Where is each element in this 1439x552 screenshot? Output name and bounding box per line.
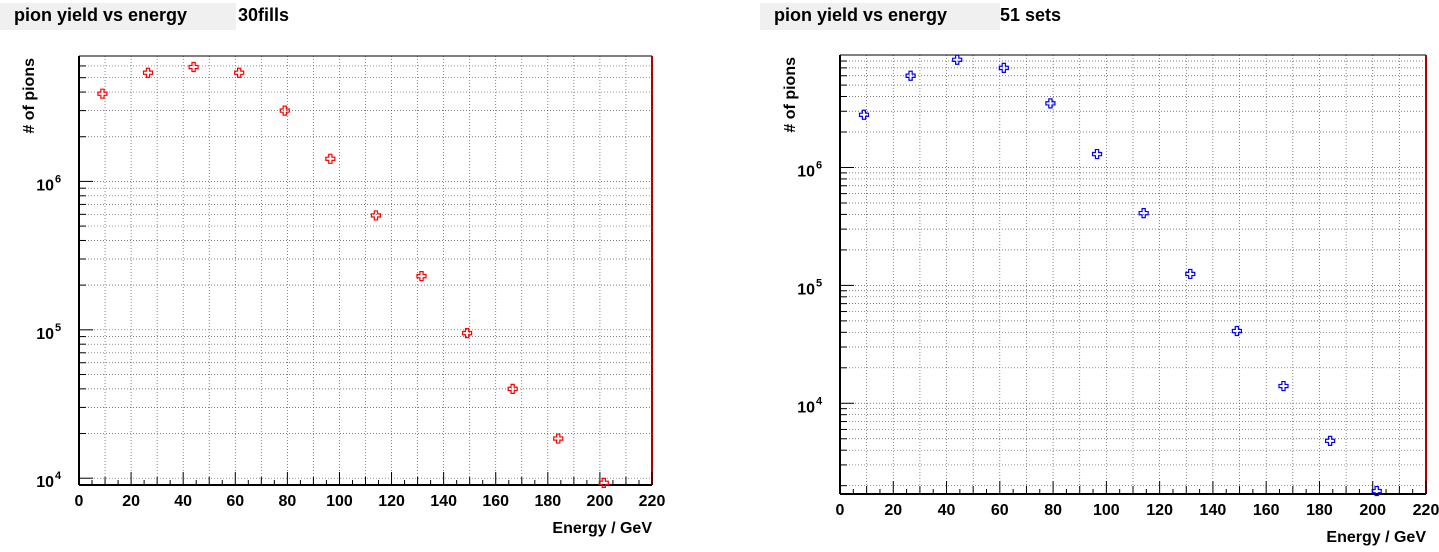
y-tick-label-base: 10	[36, 177, 54, 194]
chart-title-box	[0, 3, 236, 30]
x-tick-label: 180	[1306, 502, 1333, 519]
x-tick-label: 160	[1253, 502, 1280, 519]
y-tick-label-exponent: 4	[55, 470, 62, 482]
x-tick-label: 160	[482, 493, 509, 510]
y-tick-label-base: 10	[36, 474, 54, 491]
chart-title-extra: 30fills	[238, 5, 290, 25]
y-tick-label-exponent: 6	[816, 159, 822, 171]
chart-title: pion yield vs energy	[14, 5, 188, 25]
x-tick-label: 120	[378, 493, 405, 510]
data-point	[952, 54, 963, 65]
data-point	[416, 271, 427, 282]
y-tick-label-base: 10	[797, 163, 815, 180]
x-tick-label: 40	[174, 493, 192, 510]
data-point	[188, 61, 199, 73]
x-tick-label: 140	[1200, 502, 1227, 519]
y-tick-label-base: 10	[797, 399, 815, 416]
x-tick-label: 200	[1359, 502, 1386, 519]
data-point	[1091, 148, 1103, 160]
y-axis-label: # of pions	[782, 57, 799, 133]
data-point	[553, 433, 564, 444]
y-tick-label-exponent: 5	[816, 277, 822, 289]
data-point	[1231, 325, 1242, 337]
data-point	[325, 153, 336, 164]
x-tick-label: 0	[75, 493, 84, 510]
data-point	[1278, 380, 1289, 392]
y-tick-label: 10 4	[36, 470, 62, 491]
chart-title-box	[760, 3, 1000, 30]
data-point	[1138, 208, 1149, 219]
x-tick-label: 80	[278, 493, 296, 510]
x-tick-label: 80	[1044, 502, 1062, 519]
chart-title: pion yield vs energy	[774, 5, 948, 25]
x-tick-label: 200	[587, 493, 614, 510]
y-tick-label: 10 6	[797, 159, 822, 180]
data-point	[1045, 98, 1056, 109]
x-tick-label: 40	[938, 502, 956, 519]
data-series	[858, 54, 1382, 497]
y-tick-label-base: 10	[36, 326, 54, 343]
data-point	[507, 383, 518, 394]
data-point	[142, 67, 154, 78]
x-tick-label: 20	[884, 502, 902, 519]
data-series	[97, 61, 609, 488]
y-tick-label-base: 10	[797, 281, 815, 298]
data-point	[1185, 268, 1196, 280]
x-tick-label: 140	[430, 493, 457, 510]
data-point	[370, 210, 382, 221]
grid	[840, 55, 1426, 494]
y-tick-label: 10 5	[36, 322, 61, 343]
chart-panel-left: pion yield vs energy 30fills 0 20 40 60 80 10…	[0, 0, 700, 552]
x-tick-label: 180	[534, 493, 561, 510]
data-point	[279, 105, 290, 116]
x-tick-label: 100	[1093, 502, 1120, 519]
x-tick-label: 0	[836, 502, 845, 519]
data-point	[234, 67, 245, 78]
data-point	[598, 477, 609, 488]
data-point	[1325, 435, 1336, 446]
y-tick-label: 10 4	[797, 395, 823, 416]
y-tick-label-exponent: 5	[55, 322, 61, 334]
x-tick-label: 20	[122, 493, 140, 510]
data-point	[858, 109, 870, 120]
x-tick-label: 220	[1413, 502, 1439, 519]
x-axis-label: Energy / GeV	[1326, 529, 1426, 546]
y-tick-label-exponent: 4	[816, 395, 823, 407]
y-tick-label: 10 5	[797, 277, 822, 298]
x-tick-label: 100	[326, 493, 353, 510]
x-tick-label: 60	[226, 493, 244, 510]
y-axis-label: # of pions	[21, 58, 38, 134]
data-point	[1371, 485, 1382, 497]
y-tick-label: 10 6	[36, 173, 61, 194]
y-tick-label-exponent: 6	[55, 173, 61, 185]
x-axis-label: Energy / GeV	[552, 520, 652, 537]
chart-panel-right: pion yield vs energy 51 sets 0 20 40 60 80 10…	[760, 0, 1439, 552]
data-point	[97, 88, 108, 99]
data-point	[461, 328, 473, 339]
data-point	[998, 62, 1009, 73]
data-point	[905, 70, 916, 81]
chart-title-extra: 51 sets	[1000, 5, 1062, 25]
x-tick-label: 120	[1146, 502, 1173, 519]
x-tick-label: 60	[991, 502, 1009, 519]
grid	[79, 56, 652, 485]
x-tick-label: 220	[639, 493, 666, 510]
